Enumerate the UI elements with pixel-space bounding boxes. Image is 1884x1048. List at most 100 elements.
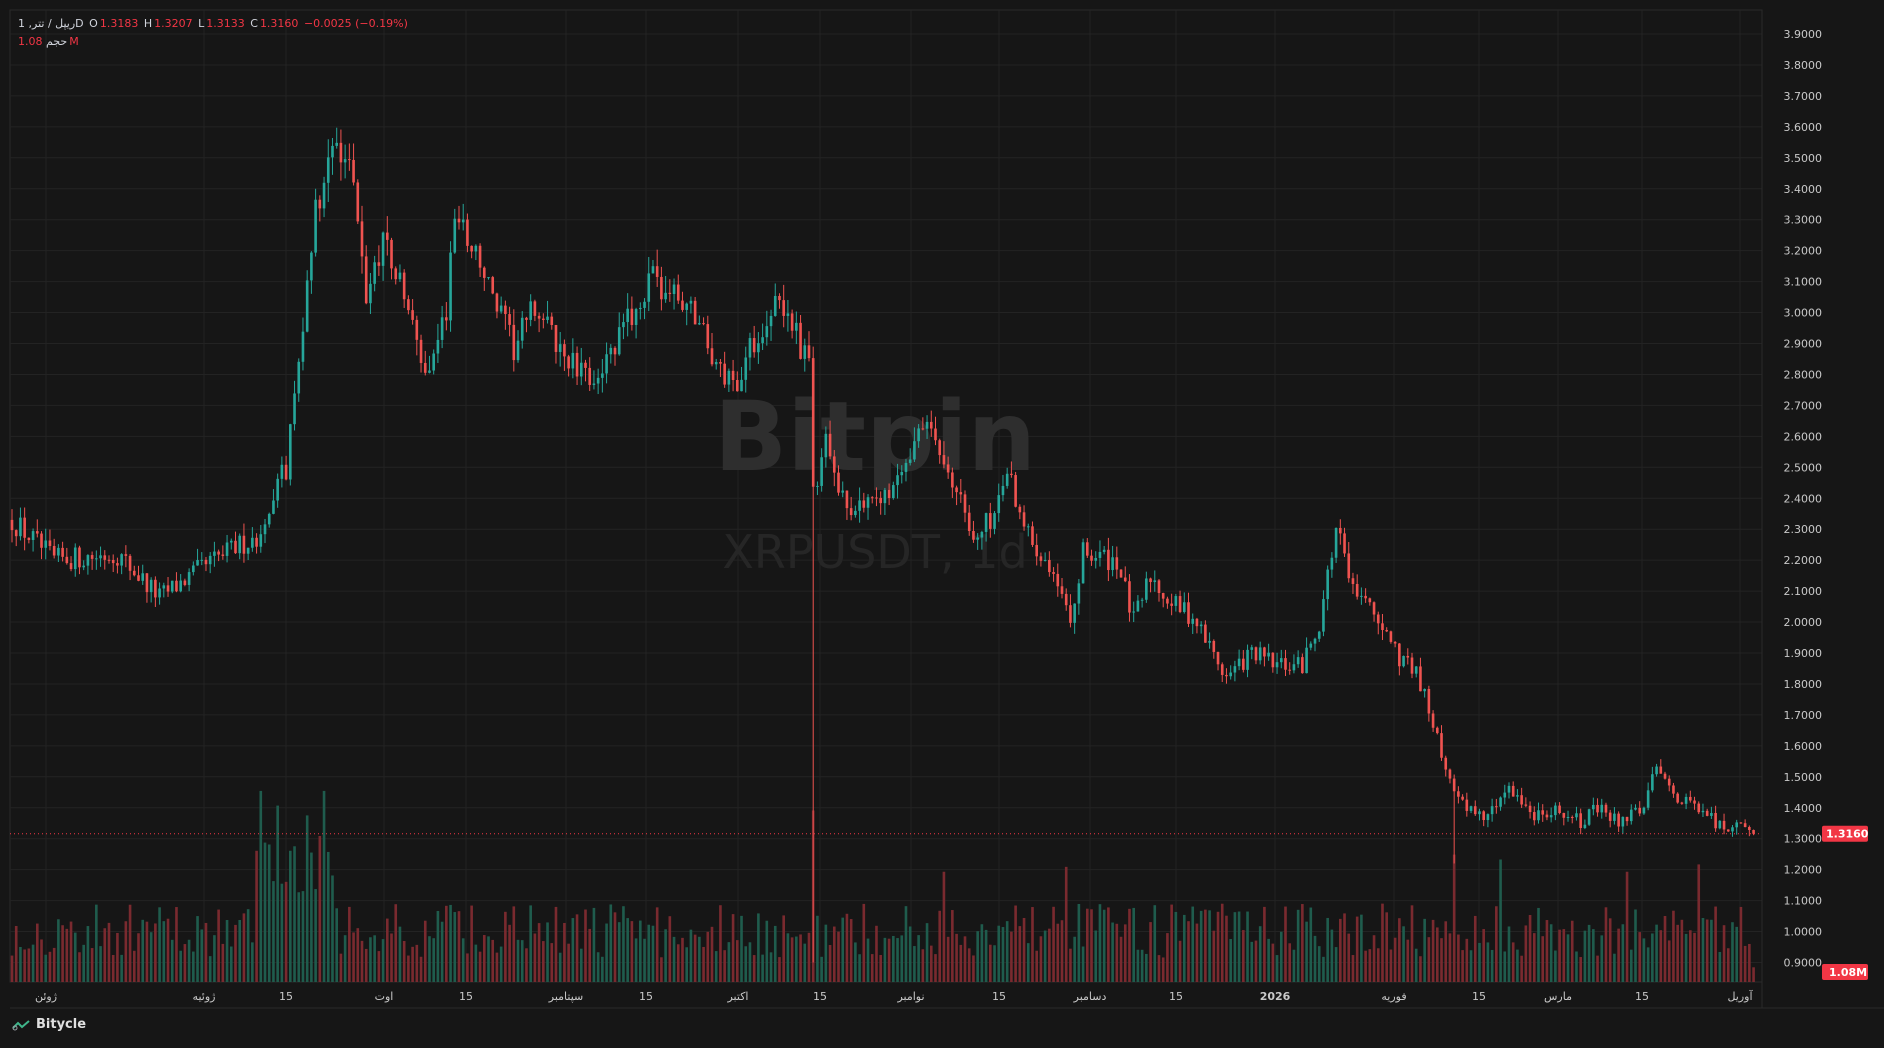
time-tick-label: 15 [459,990,473,1003]
candle-body [816,485,819,487]
candle-body [318,199,322,209]
volume-bar [348,906,351,982]
volume-bar [1115,923,1119,982]
last-volume-label: 1.08M [1829,966,1867,979]
candle-body [1178,596,1182,613]
volume-label[interactable]: حجم [46,35,68,48]
candle-body [1128,581,1131,613]
volume-bar [213,935,216,982]
volume-bar [415,944,419,982]
candle-body [1718,820,1722,829]
volume-bar [942,871,946,982]
volume-bar [73,932,77,982]
candle-body [529,301,532,320]
volume-bar [1419,956,1422,982]
candle-body [664,292,667,300]
volume-bar [782,915,785,982]
volume-bar [1739,906,1743,982]
volume-bar [385,918,389,982]
volume-bar [1077,903,1081,982]
candle-body [1680,802,1684,804]
candle-body [1094,557,1098,561]
candle-body [331,145,334,158]
candle-body [879,497,882,504]
volume-bar [900,935,904,982]
volume-bar [592,907,596,982]
candle-body [786,313,790,316]
volume-bar [1680,919,1684,982]
volume-bar [967,948,971,982]
candle-body [837,472,840,493]
volume-bar [832,926,836,982]
volume-bar [35,923,39,982]
price-tick-label: 2.4000 [1784,492,1823,505]
candle-body [1587,809,1591,825]
price-tick-label: 2.8000 [1784,368,1823,381]
volume-bar [1743,945,1747,982]
candle-body [1073,603,1076,623]
candle-body [183,580,187,585]
last-price-badge: 1.3160 [1822,825,1869,842]
price-tick-label: 2.2000 [1784,554,1823,567]
volume-bar [681,937,684,982]
candle-body [761,337,764,344]
volume-bar [1149,922,1152,982]
candle-body [651,266,655,274]
candle-body [925,421,929,429]
volume-bar [1263,906,1266,982]
volume-bar [929,945,933,982]
candle-body [634,309,638,325]
candle-body [1237,658,1241,667]
candle-body [466,219,469,246]
volume-bar [1667,940,1671,982]
candle-body [128,555,132,571]
volume-bar [242,913,246,982]
candle-body [1739,822,1743,824]
candle-body [795,322,798,331]
candle-body [993,513,996,529]
price-tick-label: 2.6000 [1784,430,1823,443]
candle-body [824,433,828,458]
volume-bar [1271,943,1275,982]
time-tick-label: اکتبر [726,990,748,1003]
symbol-title[interactable]: ریپل / تتر, 1D [18,17,84,30]
volume-bar [149,932,153,982]
price-tick-label: 2.0000 [1784,616,1823,629]
candle-body [149,579,153,593]
candle-body [1313,638,1317,644]
candle-body [44,540,48,548]
open-label: O [89,17,98,30]
volume-bar [1406,939,1410,982]
candle-body [1414,666,1418,674]
candle-body [1360,595,1363,597]
volume-bar [432,938,435,982]
volume-bar [482,935,486,982]
volume-bar [1157,955,1161,982]
candle-body [934,428,937,441]
volume-bar [1347,933,1351,982]
volume-bar [1220,903,1224,982]
volume-bar [436,910,440,982]
volume-bar [807,932,811,982]
volume-bar [1372,935,1376,982]
candle-body [778,295,781,301]
volume-bar [1524,925,1528,982]
volume-bar [1296,909,1300,982]
volume-bar [65,928,69,982]
candle-body [862,500,866,508]
candle-body [255,537,258,547]
candle-body [1541,810,1545,815]
candle-body [1081,542,1085,584]
volume-bar [470,905,473,982]
volume-bar [1503,951,1507,982]
candle-body [913,441,916,460]
footer-brand[interactable]: Bitycle [12,1017,86,1032]
time-tick-label: مارس [1544,990,1572,1003]
candle-body [904,462,908,472]
volume-bar [1111,922,1114,982]
volume-bar [946,936,950,982]
candle-body [520,317,524,341]
volume-bar [192,951,195,982]
